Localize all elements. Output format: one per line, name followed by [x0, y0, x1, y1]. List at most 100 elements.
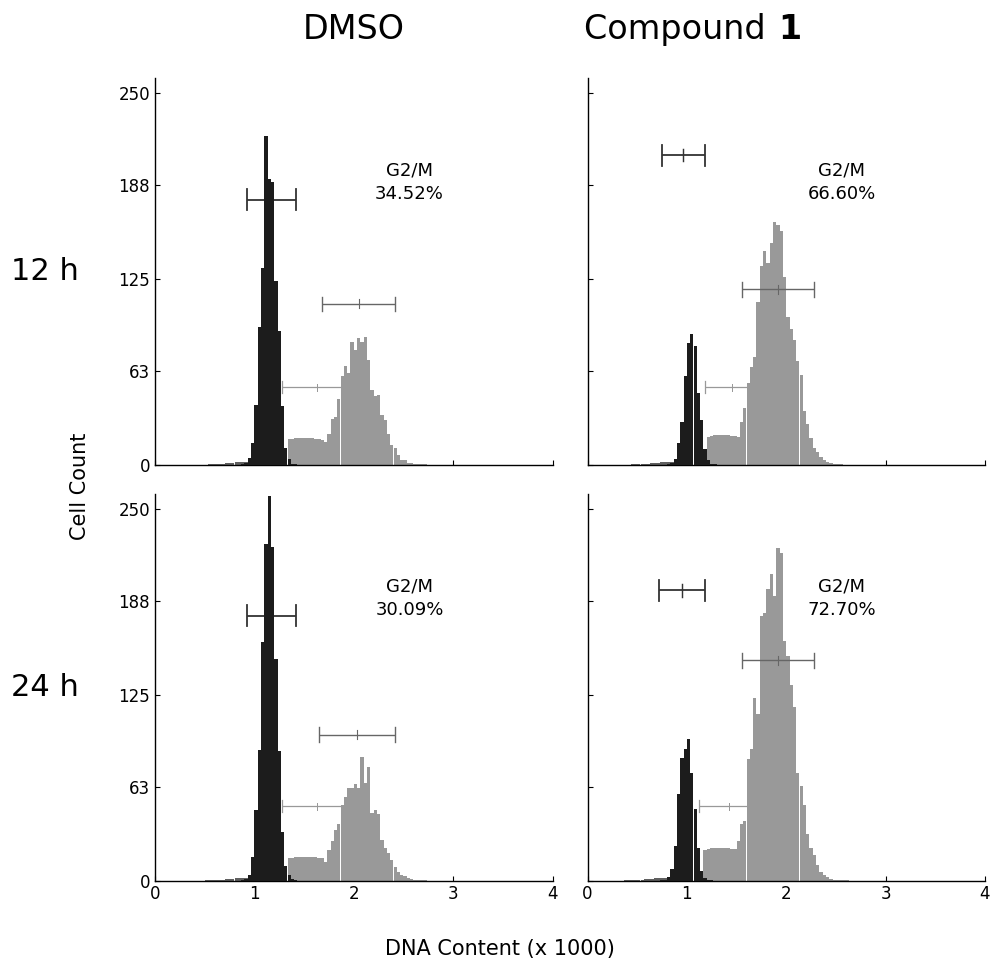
Bar [364, 337, 367, 464]
Bar [357, 787, 360, 881]
Bar [687, 739, 690, 881]
Bar [684, 749, 687, 881]
Bar [766, 263, 770, 464]
Bar [307, 438, 311, 464]
Bar [357, 338, 360, 464]
Bar [690, 774, 693, 881]
Bar [407, 462, 410, 464]
Bar [291, 879, 294, 881]
Bar [278, 331, 281, 464]
Bar [374, 396, 377, 464]
Bar [341, 805, 344, 881]
Bar [783, 641, 786, 881]
Bar [790, 329, 793, 464]
Bar [364, 783, 367, 881]
Bar [806, 834, 809, 881]
Bar [823, 460, 826, 464]
Bar [717, 847, 720, 881]
Bar [733, 849, 737, 881]
Bar [713, 436, 717, 464]
Bar [324, 862, 327, 881]
Bar [723, 435, 727, 464]
Bar [360, 757, 364, 881]
Bar [697, 392, 700, 464]
Bar [284, 866, 287, 881]
Bar [251, 857, 254, 881]
Bar [228, 880, 231, 881]
Bar [660, 878, 664, 881]
Bar [228, 463, 231, 464]
Bar [314, 439, 317, 464]
Text: 1: 1 [778, 13, 801, 46]
Bar [225, 463, 228, 464]
Bar [377, 395, 380, 464]
Bar [241, 878, 244, 881]
Bar [294, 857, 297, 881]
Bar [334, 830, 337, 881]
Bar [268, 179, 271, 464]
Bar [317, 439, 321, 464]
Bar [244, 461, 248, 464]
Bar [248, 458, 251, 464]
Bar [377, 813, 380, 881]
Bar [700, 871, 703, 881]
Bar [753, 357, 756, 464]
Bar [347, 788, 350, 881]
Bar [238, 462, 241, 464]
Bar [694, 810, 697, 881]
Bar [674, 847, 677, 881]
Bar [288, 439, 291, 464]
Bar [350, 788, 354, 881]
Bar [770, 574, 773, 881]
Bar [334, 416, 337, 464]
Bar [244, 463, 248, 464]
Bar [288, 858, 291, 881]
Bar [331, 418, 334, 464]
Bar [670, 463, 674, 464]
Bar [819, 457, 823, 464]
Bar [350, 342, 354, 464]
Bar [278, 751, 281, 881]
Bar [780, 231, 783, 464]
Text: G2/M
66.60%: G2/M 66.60% [808, 162, 876, 203]
Bar [301, 438, 304, 464]
Bar [756, 302, 760, 464]
Bar [740, 422, 743, 464]
Bar [667, 462, 670, 464]
Bar [710, 436, 713, 464]
Bar [235, 462, 238, 464]
Bar [710, 463, 713, 464]
Bar [776, 548, 780, 881]
Bar [297, 857, 301, 881]
Bar [274, 659, 278, 881]
Bar [773, 596, 776, 881]
Bar [324, 442, 327, 464]
Bar [274, 281, 278, 464]
Text: DMSO: DMSO [303, 13, 405, 46]
Bar [225, 880, 228, 881]
Bar [707, 437, 710, 464]
Bar [707, 460, 710, 464]
Bar [304, 438, 307, 464]
Bar [747, 383, 750, 464]
Bar [657, 462, 660, 464]
Bar [321, 440, 324, 464]
Bar [254, 406, 258, 464]
Bar [727, 435, 730, 464]
Bar [400, 875, 403, 881]
Bar [344, 367, 347, 464]
Bar [294, 438, 297, 464]
Bar [790, 685, 793, 881]
Bar [763, 251, 766, 464]
Bar [644, 880, 647, 881]
Bar [747, 759, 750, 881]
Bar [677, 444, 680, 464]
Bar [763, 613, 766, 881]
Bar [697, 847, 700, 881]
Bar [291, 463, 294, 464]
Bar [311, 857, 314, 881]
Bar [657, 878, 660, 881]
Bar [337, 824, 340, 881]
Bar [344, 798, 347, 881]
Text: G2/M
30.09%: G2/M 30.09% [375, 577, 444, 619]
